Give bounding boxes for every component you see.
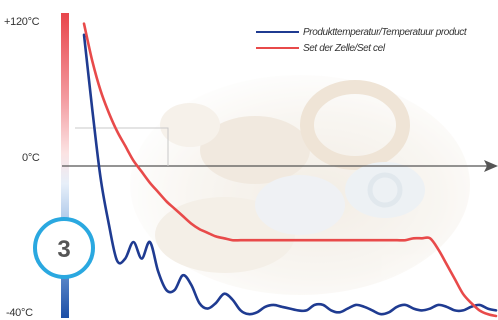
legend-label-product-temperature: Produkttemperatur/Temperatuur product (303, 27, 468, 38)
legend-label-cell-set: Set der Zelle/Set cel (303, 43, 386, 54)
background-food-image (130, 75, 470, 295)
x-axis-arrow-icon (484, 160, 498, 172)
step-number-badge: 3 (33, 217, 95, 279)
y-tick-label-max: +120°C (4, 16, 40, 28)
series-line-cell-set (82, 22, 498, 318)
legend: Produkttemperatur/Temperatuur product Se… (256, 27, 468, 54)
y-tick-label-min: -40°C (6, 307, 33, 319)
y-tick-labels: +120°C 0°C -40°C (4, 16, 40, 319)
helper-line (75, 127, 169, 166)
badge-number: 3 (57, 236, 70, 263)
y-tick-label-zero: 0°C (22, 152, 40, 164)
badge-circle (33, 217, 95, 279)
series-line-product-temperature (82, 33, 498, 316)
